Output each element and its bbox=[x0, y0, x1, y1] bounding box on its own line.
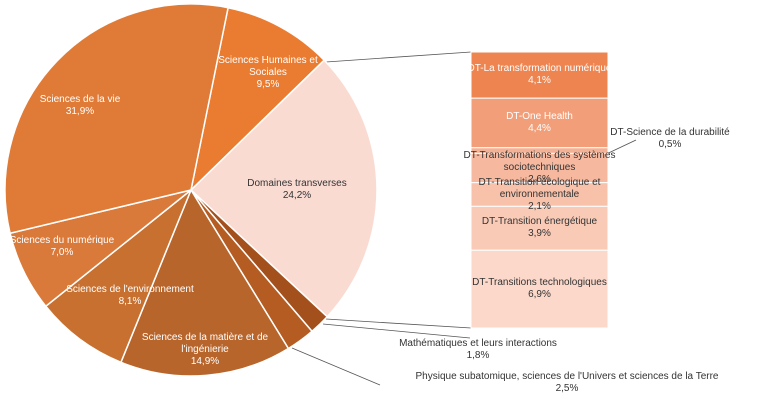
pie-slice bbox=[189, 59, 378, 318]
label-name: Mathématiques et leurs interactions bbox=[399, 338, 557, 349]
data-label: Sciences de l'environnement 8,1% bbox=[55, 284, 205, 308]
data-label: Physique subatomique, sciences de l'Univ… bbox=[397, 371, 737, 395]
data-label: DT-Transition énergétique 3,9% bbox=[440, 216, 640, 240]
label-value: 4,4% bbox=[528, 122, 551, 134]
leader-line bbox=[322, 323, 471, 339]
data-label: DT-One Health 4,4% bbox=[440, 111, 640, 135]
bar-segment bbox=[470, 249, 609, 329]
pie-slice bbox=[44, 187, 193, 364]
bar-segment bbox=[470, 205, 609, 251]
data-label: DT-Transition écologique et environnemen… bbox=[440, 177, 640, 213]
label-name: DT-Science de la durabilité bbox=[610, 127, 730, 138]
connector-line bbox=[325, 318, 472, 329]
data-label: Sciences de la vie 31,9% bbox=[20, 94, 140, 118]
label-value: 2,1% bbox=[528, 200, 551, 212]
label-name: Sciences de la vie bbox=[39, 94, 121, 105]
label-name: Sciences Humaines et Sociales bbox=[218, 55, 318, 78]
label-name: Physique subatomique, sciences de l'Univ… bbox=[415, 371, 719, 382]
pie-slice bbox=[119, 188, 290, 377]
connector-line bbox=[325, 51, 472, 63]
data-label: Sciences de la matière et de l'ingénieri… bbox=[135, 332, 275, 368]
label-value: 0,5% bbox=[658, 139, 682, 150]
label-name: DT-Transition écologique et environnemen… bbox=[478, 176, 601, 200]
label-value: 7,0% bbox=[50, 247, 74, 258]
label-value: 8,1% bbox=[118, 296, 142, 307]
label-name: DT-One Health bbox=[506, 110, 573, 122]
label-name: DT-La transformation numérique bbox=[467, 63, 612, 75]
label-value: 2,5% bbox=[555, 383, 579, 394]
data-label: DT-Transitions technologiques 6,9% bbox=[440, 277, 640, 301]
label-name: DT-Transformations des systèmes sociotec… bbox=[463, 150, 616, 174]
label-value: 4,1% bbox=[528, 75, 551, 87]
label-name: Sciences de la matière et de l'ingénieri… bbox=[141, 332, 269, 355]
data-label: Mathématiques et leurs interactions 1,8% bbox=[358, 338, 598, 362]
pie-slice bbox=[189, 6, 326, 193]
data-label: DT-Science de la durabilité 0,5% bbox=[590, 127, 750, 151]
leader-line bbox=[291, 347, 381, 386]
label-name: Sciences de l'environnement bbox=[66, 284, 194, 295]
label-value: 1,8% bbox=[466, 350, 490, 361]
label-value: 9,5% bbox=[256, 79, 280, 90]
label-name: Sciences du numérique bbox=[9, 235, 115, 246]
data-label: Sciences du numérique 7,0% bbox=[2, 235, 122, 259]
label-name: Domaines transverses bbox=[247, 178, 347, 189]
label-value: 6,9% bbox=[528, 289, 551, 301]
label-name: DT-Transitions technologiques bbox=[472, 277, 607, 289]
data-label: DT-La transformation numérique 4,1% bbox=[440, 63, 640, 87]
pie-slice bbox=[4, 3, 229, 235]
label-value: 3,9% bbox=[528, 228, 551, 240]
data-label: Domaines transverses 24,2% bbox=[227, 178, 367, 202]
label-value: 24,2% bbox=[282, 190, 312, 201]
label-name: DT-Transition énergétique bbox=[481, 216, 598, 228]
label-value: 14,9% bbox=[190, 356, 220, 367]
data-label: Sciences Humaines et Sociales 9,5% bbox=[213, 55, 323, 91]
label-value: 31,9% bbox=[65, 106, 95, 117]
data-label: DT-Transformations des systèmes sociotec… bbox=[440, 150, 640, 186]
label-value: 2,6% bbox=[528, 174, 551, 186]
